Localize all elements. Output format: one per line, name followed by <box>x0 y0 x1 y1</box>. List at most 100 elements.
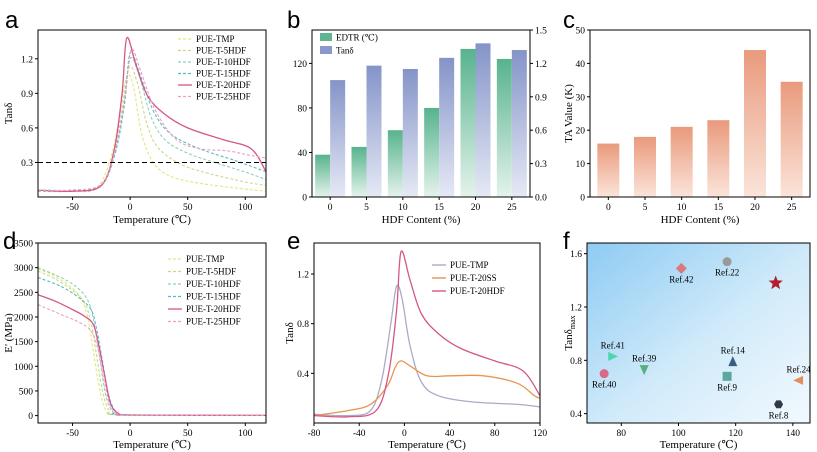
legend-label: PUE-T-25HDF <box>196 92 251 102</box>
panel-d: -50 0 50 1000500100015002000250030003500Tem… <box>3 240 267 451</box>
scatter-point <box>774 400 784 409</box>
panel-a: -50 0 50 100 0.3 0.6 0.9 1.2 Temperature (℃) Tanδ… <box>3 29 267 226</box>
scatter-point <box>728 356 738 367</box>
x-tick-label: 5 <box>364 203 369 213</box>
y-tick-label: 0 <box>28 412 33 422</box>
legend-label: PUE-T-25HDF <box>186 317 241 327</box>
y-axis-label: E' (MPa) <box>3 313 15 353</box>
legend-label: PUE-T-15HDF <box>196 69 251 79</box>
x-tick-label: 140 <box>786 429 801 439</box>
x-axis-label: HDF Content (%) <box>661 214 740 226</box>
bar <box>597 143 620 197</box>
series-line <box>38 267 266 416</box>
plot-frame <box>37 29 267 198</box>
bar <box>475 43 491 197</box>
legend-label: PUE-TMP <box>196 34 235 44</box>
x-axis-label: Temperature (℃) <box>660 439 738 451</box>
legend-label: PUE-T-20SS <box>450 273 497 283</box>
bar <box>496 58 512 197</box>
x-tick-label: 0 <box>328 203 333 213</box>
y-tick-label: 2500 <box>14 289 33 299</box>
x-tick-label: -40 <box>353 429 366 439</box>
y-tick-label: 0.9 <box>21 90 33 100</box>
y2-tick-label: 0.9 <box>535 93 547 103</box>
y-tick-label: 1500 <box>14 338 33 348</box>
bar <box>424 107 440 197</box>
panel-b: 0 5 10 15 20 25 0 40 80 120 0.0 0.3 0.6 0.9 1.2 1.5 HDF … <box>293 27 547 227</box>
panel-letter: f <box>563 228 570 255</box>
bar <box>511 50 527 197</box>
point-label: Ref.9 <box>717 382 737 392</box>
legend-label: PUE-T-10HDF <box>196 57 251 67</box>
legend-swatch <box>320 46 332 54</box>
y-tick-label: 1000 <box>14 363 33 373</box>
series-line <box>314 250 540 418</box>
y-tick-label: 0.4 <box>297 370 309 380</box>
point-label: Ref.40 <box>592 380 617 390</box>
x-tick-label: 10 <box>677 203 687 213</box>
y2-tick-label: 1.5 <box>535 27 547 37</box>
point-label: Ref.14 <box>721 346 746 356</box>
plot-frame <box>586 242 811 424</box>
legend-label: PUE-T-20HDF <box>196 80 251 90</box>
y-tick-label: 3000 <box>14 264 33 274</box>
y-tick-label: 0.8 <box>570 357 582 367</box>
y-axis-label: Tanδ <box>3 103 15 125</box>
plot-frame <box>311 29 531 198</box>
y-tick-label: 2000 <box>14 313 33 323</box>
y-axis-label: TA Value (K) <box>563 84 575 143</box>
bar <box>387 130 403 197</box>
x-tick-label: 120 <box>729 429 744 439</box>
panel-letter: d <box>3 228 16 255</box>
scatter-point <box>608 351 619 361</box>
series-line <box>314 360 540 417</box>
x-tick-label: 50 <box>183 203 193 213</box>
x-axis-label: HDF Content (%) <box>382 214 461 226</box>
y-tick-label: 1.2 <box>21 55 33 65</box>
bar <box>744 50 766 197</box>
bar <box>351 146 367 197</box>
legend-label: PUE-T-5HDF <box>186 267 236 277</box>
panel-letter: e <box>287 228 300 255</box>
x-tick-label: 0 <box>128 203 133 213</box>
x-tick-label: 80 <box>490 429 500 439</box>
y-tick-label: 0 <box>580 194 585 204</box>
scatter-point <box>722 371 732 381</box>
y-tick-label: 40 <box>298 149 308 159</box>
y2-tick-label: 0.0 <box>535 194 547 204</box>
point-label: Ref.42 <box>669 274 693 284</box>
y2-tick-label: 0.6 <box>535 127 547 137</box>
bar <box>780 81 803 197</box>
bar <box>366 65 382 197</box>
x-tick-label: 120 <box>533 429 548 439</box>
panel-e: -80 -40 0 40 80 120 0.4 0.8 1.2 Temperature (℃) Ta… <box>284 242 548 451</box>
x-tick-label: 20 <box>750 203 760 213</box>
y2-tick-label: 1.2 <box>535 60 547 70</box>
y-tick-label: 80 <box>298 104 308 114</box>
x-tick-label: 40 <box>445 429 455 439</box>
scatter-point <box>722 257 732 267</box>
x-tick-label: 25 <box>787 203 797 213</box>
series-group <box>38 36 266 193</box>
bar <box>439 57 455 198</box>
x-tick-label: 100 <box>238 429 253 439</box>
legend-label: PUE-T-15HDF <box>186 292 241 302</box>
x-tick-label: 15 <box>434 203 444 213</box>
x-tick-label: 80 <box>617 429 627 439</box>
legend-label: PUE-T-20HDF <box>450 286 505 296</box>
scatter-point <box>599 369 609 379</box>
point-label: Ref.39 <box>632 354 657 364</box>
x-tick-label: 50 <box>183 429 193 439</box>
x-axis-label: Temperature (℃) <box>113 439 191 451</box>
legend-label: PUE-TMP <box>450 260 489 270</box>
y-tick-label: 0 <box>302 194 307 204</box>
point-label: Ref.41 <box>601 340 625 350</box>
y-tick-label: 0.8 <box>297 320 309 330</box>
bar <box>330 80 346 197</box>
scatter-point <box>768 275 783 290</box>
x-axis-label: Temperature (℃) <box>388 439 466 451</box>
point-label: Ref.22 <box>715 268 739 278</box>
x-tick-label: 15 <box>714 203 724 213</box>
series-group <box>38 267 266 417</box>
